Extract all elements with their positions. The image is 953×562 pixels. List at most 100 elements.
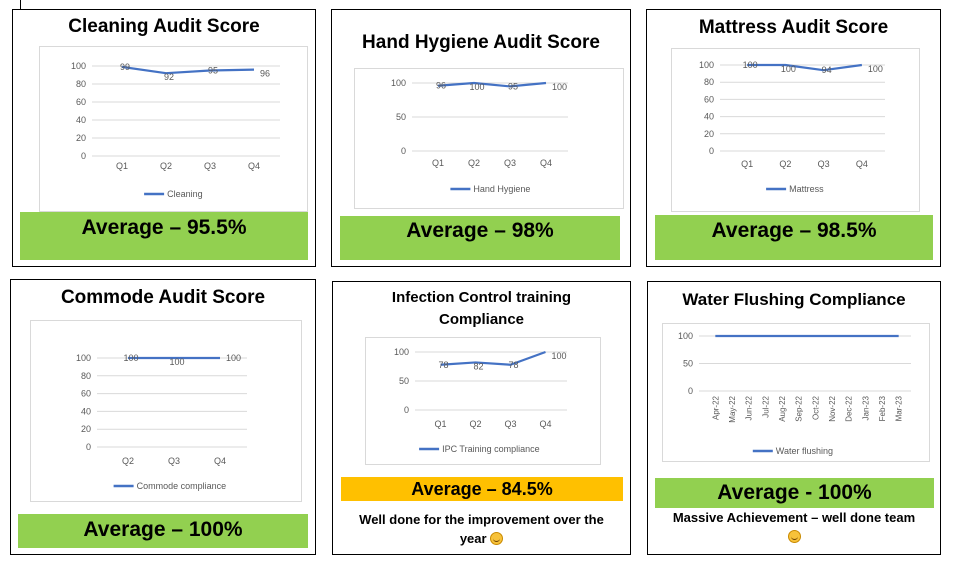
legend-label: Hand Hygiene: [473, 184, 530, 194]
x-tick-label: Q4: [214, 456, 226, 466]
smiley-icon: [490, 532, 504, 545]
x-tick-label: Q3: [818, 159, 830, 169]
hand-hygiene-average-banner: Average – 98%: [340, 216, 620, 260]
y-tick-label: 100: [76, 353, 91, 363]
mattress-title: Mattress Audit Score: [698, 17, 889, 38]
data-label: 78: [438, 360, 448, 370]
ipc-title-line2: Compliance: [438, 311, 525, 328]
ipc-note-line1: Well done for the improvement over the: [359, 512, 604, 527]
cleaning-chart-svg: 0 20 40 60 80 100 Q1 Q2 Q3 Q4 99 92 95 96 Cleaning: [71, 61, 280, 199]
data-label: 96: [260, 69, 270, 79]
cleaning-title: Cleaning Audit Score: [68, 16, 260, 37]
hand-hygiene-chart: 0 50 100 Q1 Q2 Q3 Q4 96 100 95 100 Hand Hygiene: [354, 68, 624, 209]
x-tick-label: Q2: [779, 159, 791, 169]
x-tick-label: Jul-22: [761, 395, 770, 417]
water-average-banner: Average - 100%: [655, 478, 934, 508]
series-line: [440, 350, 546, 366]
y-tick-label: 100: [678, 331, 693, 341]
x-tick-label: Mar-23: [895, 395, 904, 421]
x-tick-label: Q2: [122, 456, 134, 466]
y-tick-label: 50: [683, 359, 693, 369]
y-tick-label: 40: [81, 406, 91, 416]
cleaning-chart: 0 20 40 60 80 100 Q1 Q2 Q3 Q4 99 92 95 96 Cleaning: [39, 46, 308, 212]
x-tick-label: Q1: [432, 158, 444, 168]
x-tick-label: Oct-22: [811, 395, 820, 420]
y-tick-label: 50: [396, 112, 406, 122]
x-tick-label: Q2: [468, 158, 480, 168]
y-tick-label: 40: [76, 115, 86, 125]
x-tick-label: Q4: [539, 419, 551, 429]
water-title: Water Flushing Compliance: [682, 290, 906, 309]
ipc-panel: Infection Control training Compliance 0 5…: [332, 281, 631, 555]
legend-label: Water flushing: [776, 446, 833, 456]
water-chart: 0 50 100 Apr-22 May-22 Jun-22 Jul-22 Aug-22 Sep-…: [662, 323, 930, 462]
x-tick-label: Q4: [856, 159, 868, 169]
data-label: 100: [781, 64, 796, 74]
ipc-average-banner: Average – 84.5%: [341, 477, 623, 501]
mattress-chart: 0 20 40 60 80 100 Q1 Q2 Q3 Q4 100 100 94 100 Mattress: [671, 48, 920, 212]
y-tick-label: 100: [699, 60, 714, 70]
data-label: 95: [208, 66, 218, 76]
smiley-icon: [787, 530, 801, 543]
hand-hygiene-title: Hand Hygiene Audit Score: [362, 32, 600, 53]
legend-label: IPC Training compliance: [442, 444, 540, 454]
ipc-note: Well done for the improvement over the y…: [337, 510, 626, 548]
ipc-note-line2: year: [459, 531, 487, 546]
series-line: [121, 65, 255, 75]
data-label: 100: [743, 60, 758, 70]
series-line: [437, 81, 547, 88]
ipc-note-line2-wrap: year: [337, 529, 626, 548]
x-tick-label: Jan-23: [861, 395, 870, 420]
cleaning-average-banner: Average – 95.5%: [20, 212, 308, 260]
x-tick-label: Feb-23: [878, 395, 887, 421]
water-note-line2-wrap: [652, 527, 936, 546]
legend-label: Mattress: [789, 184, 824, 194]
data-label: 94: [822, 65, 832, 75]
y-tick-label: 0: [86, 442, 91, 452]
y-tick-label: 0: [404, 405, 409, 415]
commode-average-banner: Average – 100%: [18, 514, 308, 548]
x-tick-label: Q2: [160, 161, 172, 171]
x-tick-label: Q1: [434, 419, 446, 429]
y-tick-label: 80: [76, 79, 86, 89]
data-label: 92: [164, 72, 174, 82]
y-tick-label: 100: [391, 78, 406, 88]
hand-hygiene-panel: Hand Hygiene Audit Score 0 50 100 Q1 Q2 Q3 Q4 9…: [331, 9, 631, 267]
data-label: 100: [226, 353, 241, 363]
commode-chart-svg: 0 20 40 60 80 100 Q2 Q3 Q4 100 100 100 Commode compl…: [76, 353, 247, 491]
legend-label: Cleaning: [167, 189, 203, 199]
water-note: Massive Achievement – well done team: [652, 508, 936, 546]
commode-title: Commode Audit Score: [60, 287, 266, 308]
legend-label: Commode compliance: [137, 481, 227, 491]
data-label: 100: [169, 357, 184, 367]
data-label: 100: [469, 82, 484, 92]
mattress-chart-svg: 0 20 40 60 80 100 Q1 Q2 Q3 Q4 100 100 94 100 Mattress: [699, 60, 885, 194]
x-tick-label: May-22: [728, 395, 737, 422]
y-tick-label: 0: [401, 146, 406, 156]
x-tick-label: Sep-22: [795, 395, 804, 421]
data-label: 82: [473, 361, 483, 371]
commode-panel: Commode Audit Score 0 20 40 60 80 100 Q2 Q3 Q4 10…: [10, 279, 316, 555]
y-tick-label: 60: [704, 94, 714, 104]
y-tick-label: 40: [704, 112, 714, 122]
data-label: 78: [508, 360, 518, 370]
x-tick-label: Q3: [504, 158, 516, 168]
y-tick-label: 100: [394, 347, 409, 357]
water-note-line1: Massive Achievement – well done team: [672, 510, 916, 525]
y-tick-label: 80: [704, 77, 714, 87]
hand-hygiene-chart-svg: 0 50 100 Q1 Q2 Q3 Q4 96 100 95 100 Hand Hygiene: [391, 78, 568, 194]
data-label: 96: [436, 81, 446, 91]
data-label: 100: [868, 64, 883, 74]
x-tick-label: Q4: [248, 161, 260, 171]
ipc-chart: 0 50 100 Q1 Q2 Q3 Q4 78 82 78 100 IPC Training comp…: [365, 337, 601, 465]
water-panel: Water Flushing Compliance 0 50 100 Apr-22 Ma…: [647, 281, 941, 555]
data-label: 100: [552, 351, 567, 361]
ipc-chart-svg: 0 50 100 Q1 Q2 Q3 Q4 78 82 78 100 IPC Training comp…: [394, 347, 567, 454]
x-tick-label: Q3: [504, 419, 516, 429]
x-tick-label: Q3: [204, 161, 216, 171]
data-label: 100: [123, 353, 138, 363]
x-tick-label: Q1: [741, 159, 753, 169]
mattress-average-banner: Average – 98.5%: [655, 215, 933, 260]
y-tick-label: 80: [81, 371, 91, 381]
x-tick-label: Apr-22: [711, 395, 720, 420]
